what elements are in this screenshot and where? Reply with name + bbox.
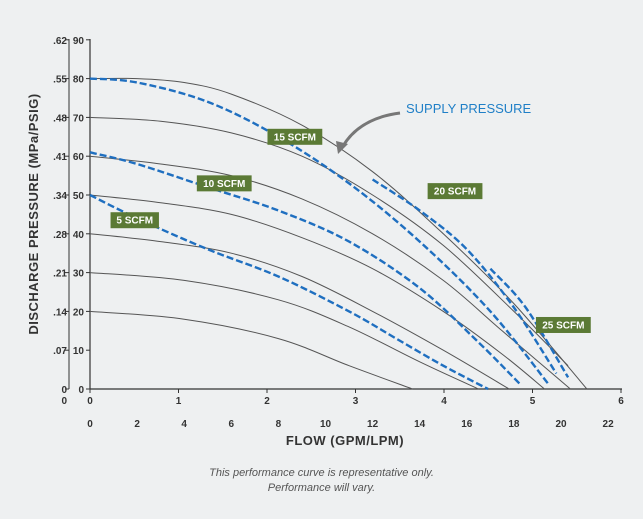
scfm-badges: 5 SCFM 10 SCFM 15 SCFM 20 SCFM 25 SCFM	[110, 128, 591, 333]
y-tick-label-psig: 40	[73, 230, 85, 241]
performance-curves	[89, 77, 588, 390]
disclaimer-note: This performance curve is representative…	[0, 466, 643, 496]
scfm-curves	[89, 77, 570, 391]
arrowhead-icon	[336, 141, 348, 154]
x-tick-label-gpm: 4	[181, 419, 187, 430]
scfm-badge-label: 10 SCFM	[203, 179, 245, 190]
y-tick-label-mpa: .21	[53, 269, 67, 280]
x-tick-label-gpm: 0	[87, 419, 93, 430]
y-tick-label-psig: 30	[73, 269, 85, 280]
y-tick-label-psig: 80	[73, 75, 85, 86]
x-tick-label-gpm: 14	[414, 419, 426, 430]
scfm-curve	[89, 77, 551, 386]
performance-curve	[89, 272, 479, 390]
y-tick-label-mpa: .62	[53, 36, 67, 47]
y-tick-label-mpa: .34	[53, 191, 67, 202]
y-ticks: 00 10 .07 20 .14 30 .21 40 .28 50 .34 60 .41 70 .48 80.…	[53, 36, 90, 396]
disclaimer-line-2: Performance will vary.	[267, 482, 376, 494]
x-tick-label-lpm: 3	[353, 396, 359, 407]
scfm-badge-label: 5 SCFM	[116, 216, 153, 227]
performance-curve	[89, 194, 545, 390]
y-tick-label-mpa: .07	[53, 346, 67, 357]
x-tick-label-lpm: 0	[87, 396, 93, 407]
y-tick-label-mpa: .28	[53, 230, 67, 241]
scfm-badge	[535, 316, 591, 333]
y-axis-title: DISCHARGE PRESSURE (MPa/PSIG)	[26, 93, 41, 334]
performance-curve	[89, 77, 588, 390]
x-tick-label-gpm: 10	[320, 419, 332, 430]
x-tick-label-gpm: 20	[555, 419, 567, 430]
scfm-curve	[89, 151, 522, 386]
scfm-badge-label: 20 SCFM	[434, 187, 476, 198]
x-tick-label-gpm: 2	[134, 419, 140, 430]
scfm-badge	[110, 212, 159, 229]
y-tick-label-mpa: 0	[61, 385, 67, 396]
x-origin-label: 0	[61, 396, 67, 407]
x-tick-label-gpm: 22	[603, 419, 615, 430]
y-tick-label-psig: 70	[73, 113, 85, 124]
arrow-icon	[341, 111, 401, 147]
x-ticks: 0 1 2 3 4 5 60 2 4 6 8 10 12 14 16 18 20 220	[61, 389, 624, 430]
scfm-badge	[427, 183, 483, 200]
supply-pressure-annotation: SUPPLY PRESSURE	[336, 101, 532, 154]
y-tick-label-psig: 0	[78, 385, 84, 396]
x-tick-label-gpm: 16	[461, 419, 473, 430]
scfm-badge-label: 25 SCFM	[542, 320, 584, 331]
x-tick-label-gpm: 12	[367, 419, 379, 430]
y-tick-label-psig: 90	[73, 36, 85, 47]
y-tick-label-psig: 10	[73, 346, 85, 357]
y-tick-label-mpa: .14	[53, 307, 67, 318]
x-tick-label-lpm: 4	[441, 396, 447, 407]
x-tick-label-gpm: 8	[276, 419, 282, 430]
y-tick-label-psig: 60	[73, 152, 85, 163]
performance-curve	[89, 233, 510, 390]
scfm-badge	[267, 128, 323, 145]
y-tick-label-mpa: .48	[53, 113, 67, 124]
scfm-curve	[489, 267, 570, 379]
x-tick-label-lpm: 2	[264, 396, 270, 407]
x-tick-label-gpm: 18	[508, 419, 520, 430]
performance-curve	[89, 155, 571, 390]
x-tick-label-gpm: 6	[229, 419, 235, 430]
y-tick-label-mpa: .41	[53, 152, 67, 163]
y-tick-label-mpa: .55	[53, 75, 67, 86]
x-tick-label-lpm: 6	[618, 396, 624, 407]
x-tick-label-lpm: 5	[530, 396, 536, 407]
scfm-badge-label: 15 SCFM	[274, 132, 316, 143]
x-axis-title: FLOW (GPM/LPM)	[286, 433, 404, 448]
supply-pressure-label: SUPPLY PRESSURE	[406, 101, 532, 116]
performance-curve	[89, 310, 413, 390]
performance-curve	[89, 116, 569, 367]
scfm-badge	[196, 175, 252, 192]
disclaimer-line-1: This performance curve is representative…	[209, 467, 434, 479]
y-tick-label-psig: 20	[73, 307, 85, 318]
scfm-curve	[371, 178, 558, 375]
y-tick-label-psig: 50	[73, 191, 85, 202]
x-tick-label-lpm: 1	[176, 396, 182, 407]
